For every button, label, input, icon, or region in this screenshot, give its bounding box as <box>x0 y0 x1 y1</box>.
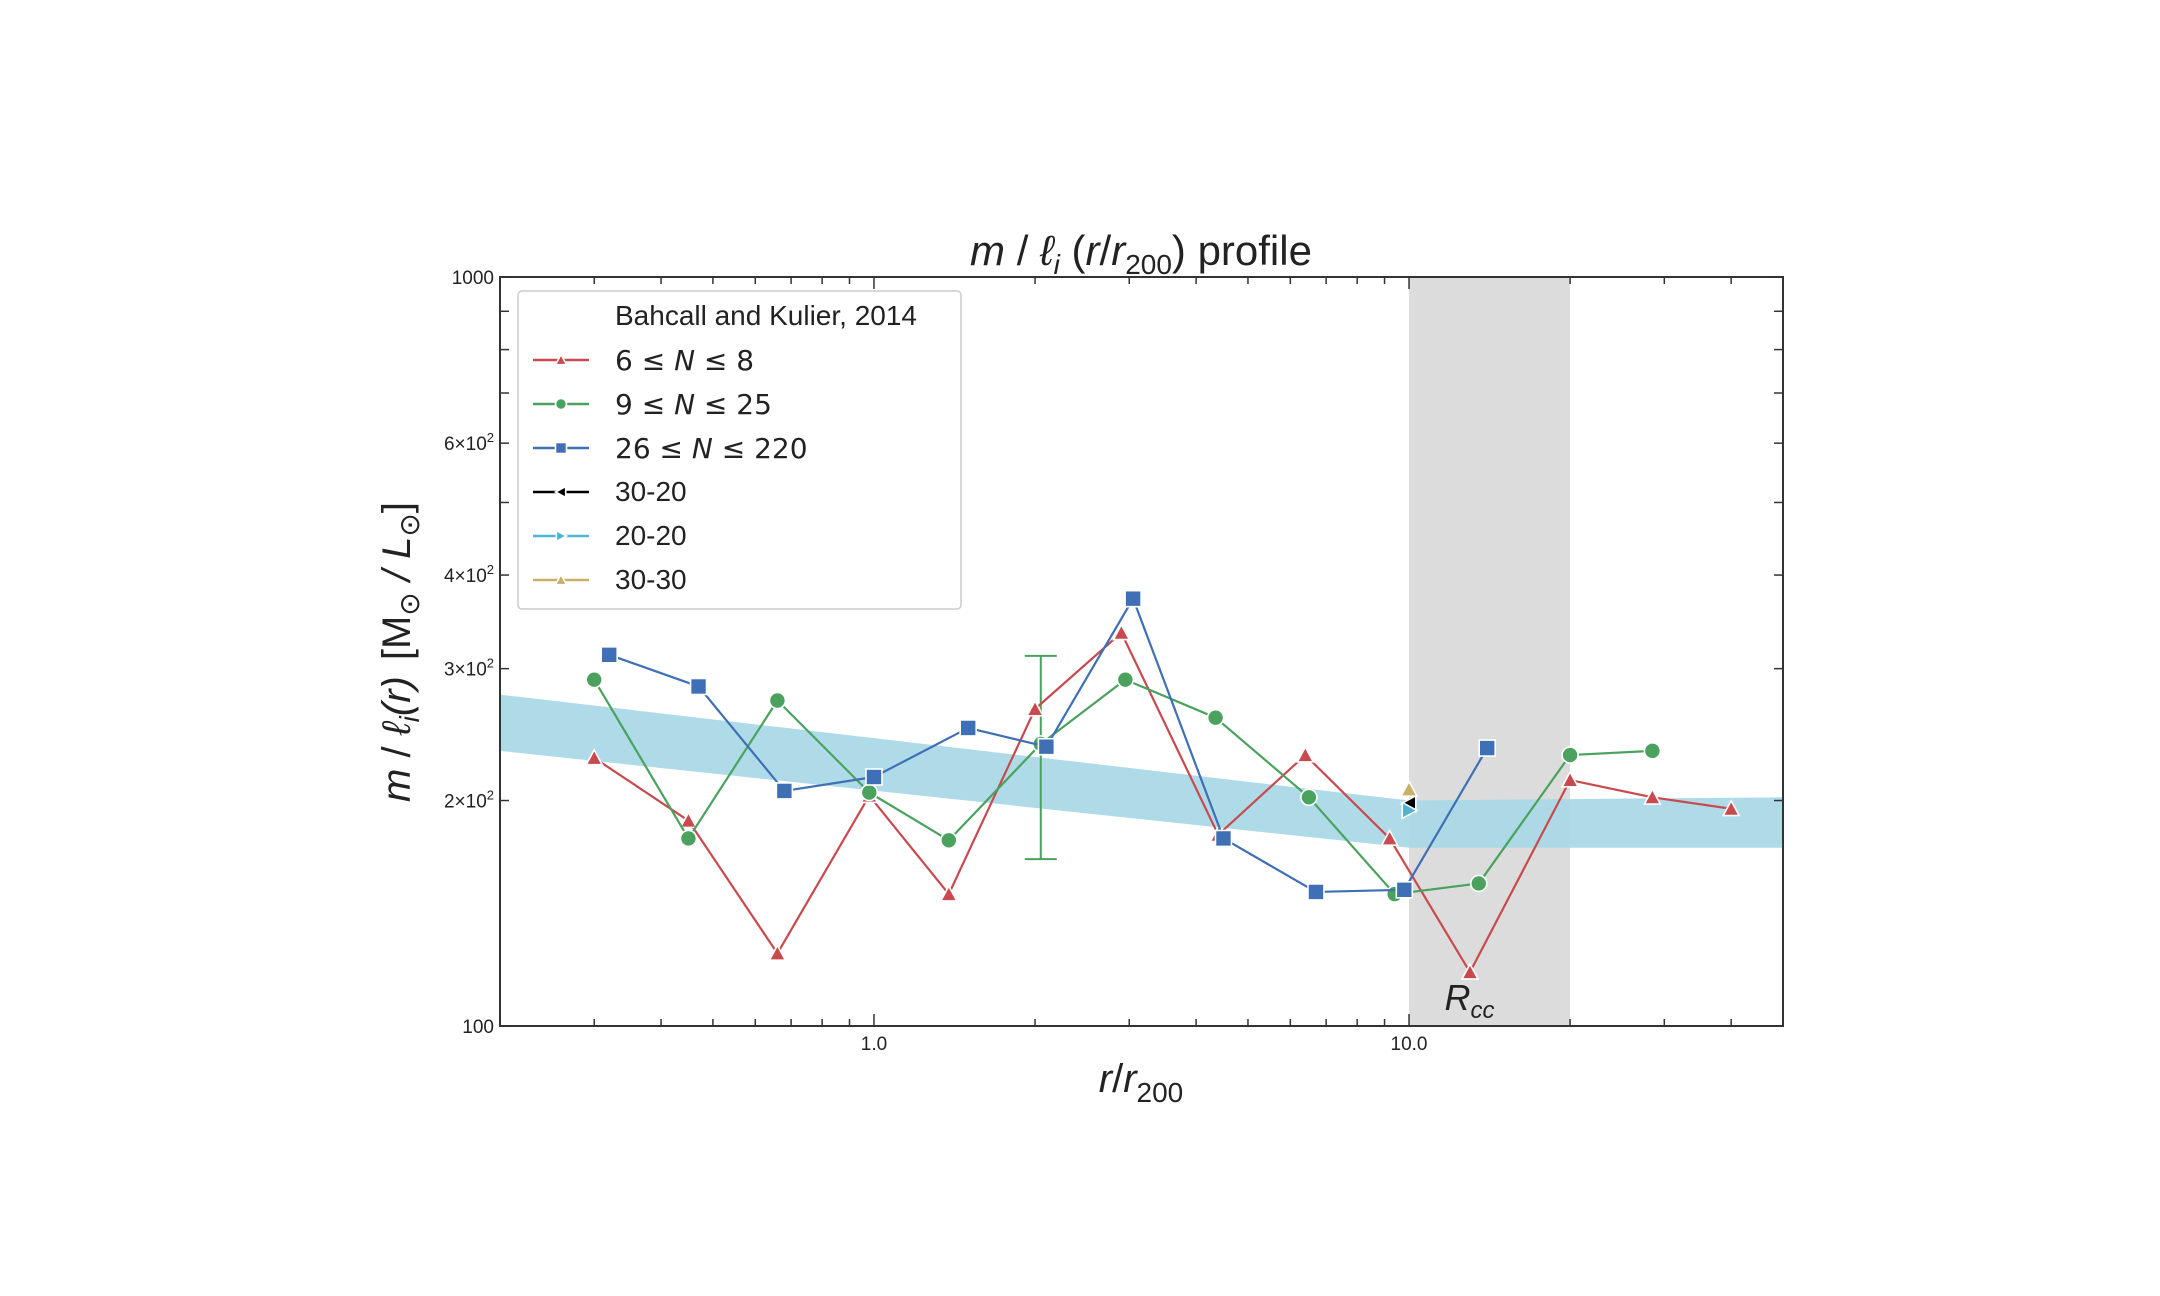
data-point <box>1112 623 1131 641</box>
data-point <box>1478 739 1497 757</box>
data-point <box>1643 742 1662 760</box>
legend-swatch-marker <box>554 572 568 586</box>
chart-title: m / ℓi (r/r200) profile <box>970 227 1312 280</box>
data-point <box>860 783 879 802</box>
data-point <box>1380 828 1399 847</box>
x-axis-label: r/r200 <box>1099 1057 1184 1108</box>
data-point <box>1214 829 1233 848</box>
data-point <box>1561 746 1579 764</box>
data-point <box>940 831 958 850</box>
data-point <box>865 768 883 786</box>
data-point <box>1401 801 1419 820</box>
data-point <box>1037 737 1056 756</box>
data-point <box>1116 670 1135 689</box>
data-point <box>1643 787 1662 805</box>
data-point <box>1560 770 1580 788</box>
data-point <box>1395 880 1414 899</box>
legend-frame <box>517 290 962 610</box>
rcc-shaded-region <box>1409 277 1571 1026</box>
legend-title: Bahcall and Kulier, 2014 <box>615 300 917 331</box>
y-tick-label: 100 <box>462 1017 494 1038</box>
reference-band <box>500 694 1783 848</box>
x-tick-label: 1.0 <box>861 1034 887 1055</box>
y-tick-label: 1000 <box>452 268 494 289</box>
data-point <box>939 884 959 902</box>
legend-label: 6 ≤ N ≤ 8 <box>615 344 754 377</box>
data-point <box>1721 799 1741 817</box>
legend-label: 30-30 <box>615 564 687 595</box>
legend-label: 26 ≤ N ≤ 220 <box>615 432 808 465</box>
data-point <box>585 670 604 689</box>
data-point <box>1300 788 1318 807</box>
data-point <box>1460 962 1480 980</box>
data-point <box>679 829 698 848</box>
series-4 <box>1401 801 1419 820</box>
y-axis-label: m / ℓi(r)[M⊙ / L⊙] <box>375 502 426 802</box>
series-2 <box>600 589 1497 901</box>
legend-swatch-marker <box>554 397 568 411</box>
legend-swatch-marker <box>554 352 568 366</box>
data-point <box>600 646 619 664</box>
data-point <box>1025 699 1045 717</box>
legend-swatch-marker <box>554 441 568 455</box>
data-point <box>689 677 708 696</box>
data-point <box>775 782 794 800</box>
y-tick-label: 2×102 <box>444 788 494 813</box>
series-5 <box>1399 779 1419 797</box>
legend-label: 20-20 <box>615 520 687 551</box>
data-point <box>1124 589 1142 608</box>
data-point <box>1206 708 1225 727</box>
data-point <box>679 810 698 829</box>
y-tick-label: 6×102 <box>444 430 494 455</box>
data-point <box>1295 745 1315 763</box>
data-point <box>768 691 787 710</box>
legend-label: 9 ≤ N ≤ 25 <box>615 388 772 421</box>
data-point <box>768 943 787 962</box>
legend-swatch-marker <box>553 485 567 499</box>
data-point <box>959 719 977 737</box>
series-line <box>593 631 1732 974</box>
y-tick-label: 3×102 <box>444 656 494 681</box>
legend-swatch-marker <box>555 529 569 543</box>
legend-label: 30-20 <box>615 476 687 507</box>
legend: Bahcall and Kulier, 2014 6 ≤ N ≤ 8 9 ≤ N… <box>517 290 962 610</box>
data-point <box>584 748 604 766</box>
data-point <box>1307 883 1325 901</box>
data-point <box>1469 874 1488 893</box>
y-tick-label: 4×102 <box>444 562 494 587</box>
rcc-label: Rcc <box>1445 977 1495 1024</box>
data-point <box>1399 779 1419 797</box>
x-tick-label: 10.0 <box>1391 1034 1428 1055</box>
plot-frame <box>499 276 1784 1027</box>
